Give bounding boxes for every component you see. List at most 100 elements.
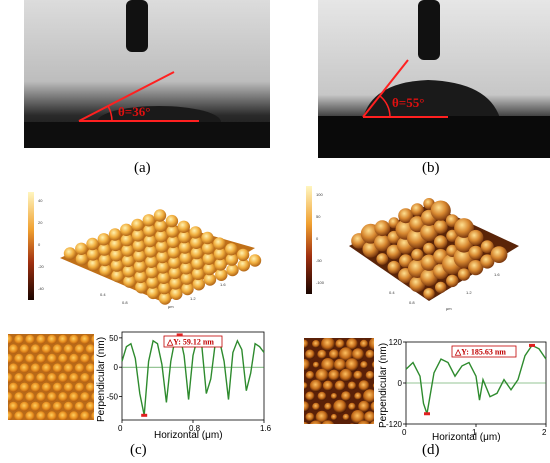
afm-grain <box>339 368 353 382</box>
afm-bump <box>191 257 204 270</box>
afm-grain <box>41 363 52 373</box>
afm-grain <box>25 411 35 420</box>
afm-bump <box>236 248 250 262</box>
afm-grain <box>346 338 358 350</box>
afm-bump <box>169 277 182 290</box>
afm-grain <box>350 410 366 424</box>
afm-grain <box>354 392 362 400</box>
afm-3d-surface-d: 0.4 0.8 1.2 1.6 μm <box>349 198 519 311</box>
afm-bump <box>214 258 227 271</box>
afm-grain <box>365 349 374 359</box>
afm-grain <box>304 358 310 371</box>
afm-bump <box>203 262 216 276</box>
afm-bump <box>122 265 135 278</box>
afm-grain <box>8 382 19 393</box>
afm-grain <box>85 363 94 373</box>
afm-grain <box>36 373 46 383</box>
afm-3d-surface-c: 0.4 0.8 1.2 1.6 μm <box>60 209 262 309</box>
annotation-text-c: △Y: 59.12 nm <box>166 338 214 347</box>
y-tick-label: 120 <box>389 338 403 347</box>
afm-grain <box>304 339 309 349</box>
xlabel-d: Horizontal (μm) <box>432 432 501 443</box>
afm-bump <box>480 254 495 269</box>
afm-bump <box>165 214 179 228</box>
afm-grain <box>315 368 329 382</box>
afm-bump <box>153 209 167 222</box>
afm-grain <box>25 373 35 383</box>
afm-grain <box>80 334 90 345</box>
afm-grain <box>14 334 24 345</box>
afm-grain <box>342 413 350 421</box>
afm-bump <box>154 219 167 233</box>
afm-bump <box>166 235 180 249</box>
afm-grain <box>36 411 46 420</box>
afm-bump <box>155 230 168 243</box>
angle-arc-b <box>379 95 391 118</box>
water-droplet-b <box>363 80 500 118</box>
surface-tick-d-1: 0.8 <box>409 300 415 305</box>
afm-bump <box>191 267 205 281</box>
afm-grain <box>85 401 94 412</box>
afm-colorbar-d: 100 50 0 -50 -100 <box>306 186 325 294</box>
afm-grain <box>74 382 85 393</box>
afm-bump <box>145 255 158 268</box>
afm-bump <box>157 271 170 284</box>
afm-bump <box>111 269 124 283</box>
afm-grain <box>74 344 85 354</box>
afm-bump <box>430 200 451 221</box>
afm-grain <box>85 382 94 393</box>
afm-bump <box>144 245 157 258</box>
afm-bump <box>387 260 401 274</box>
profile-series-c <box>121 333 265 416</box>
annotation-box-d <box>451 345 517 358</box>
afm-bump <box>133 260 147 273</box>
colorbar-tick-c-0: 40 <box>38 198 43 203</box>
min-marker <box>424 412 430 416</box>
afm-bump <box>166 225 179 238</box>
afm-bump <box>410 203 424 217</box>
afm-grain <box>312 402 320 411</box>
afm-bump <box>468 229 484 246</box>
afm-bump <box>201 231 214 245</box>
afm-bump <box>374 220 391 237</box>
afm-grain <box>14 392 24 402</box>
afm-bump <box>468 245 483 260</box>
afm-grain <box>358 380 370 392</box>
afm-bump <box>215 268 228 281</box>
afm-grain <box>330 413 338 421</box>
surface-tick-c-0: 0.4 <box>100 292 106 297</box>
afm-bump <box>167 246 180 259</box>
afm-grain <box>369 420 374 424</box>
afm-grain <box>357 420 371 424</box>
afm-bump <box>135 281 148 294</box>
surface-unit-c: μm <box>168 304 174 309</box>
afm-bump <box>134 270 147 284</box>
afm-bump <box>86 248 100 261</box>
line-profile-chart-c: 0 0.8 1.6 50 0 -50 △Y: 59.12 nm Horizontal (μ… <box>96 331 272 441</box>
colorbar-tick-d-1: 50 <box>316 214 321 219</box>
afm-bump <box>120 223 133 236</box>
afm-grain <box>304 421 309 424</box>
afm-grain <box>80 373 90 383</box>
afm-grain <box>74 363 85 373</box>
surface-tick-d-2: 1.2 <box>466 290 472 295</box>
afm-grain <box>304 382 308 390</box>
afm-grain <box>63 382 74 393</box>
afm-bump <box>423 242 435 255</box>
afm-bump <box>110 259 124 272</box>
annotation-text-d: △Y: 185.63 nm <box>454 348 506 357</box>
afm-bump <box>190 236 203 249</box>
afm-bump <box>168 266 182 280</box>
afm-bump <box>121 244 134 257</box>
afm-bump <box>146 286 160 300</box>
afm-grain <box>334 380 346 392</box>
afm-bump <box>98 243 111 256</box>
afm-bump <box>433 219 448 234</box>
afm-bump <box>180 272 194 285</box>
afm-bump <box>398 208 414 224</box>
afm-bump <box>374 234 391 252</box>
afm-bump <box>108 228 122 241</box>
afm-grain <box>371 361 374 369</box>
afm-grain <box>91 392 94 402</box>
